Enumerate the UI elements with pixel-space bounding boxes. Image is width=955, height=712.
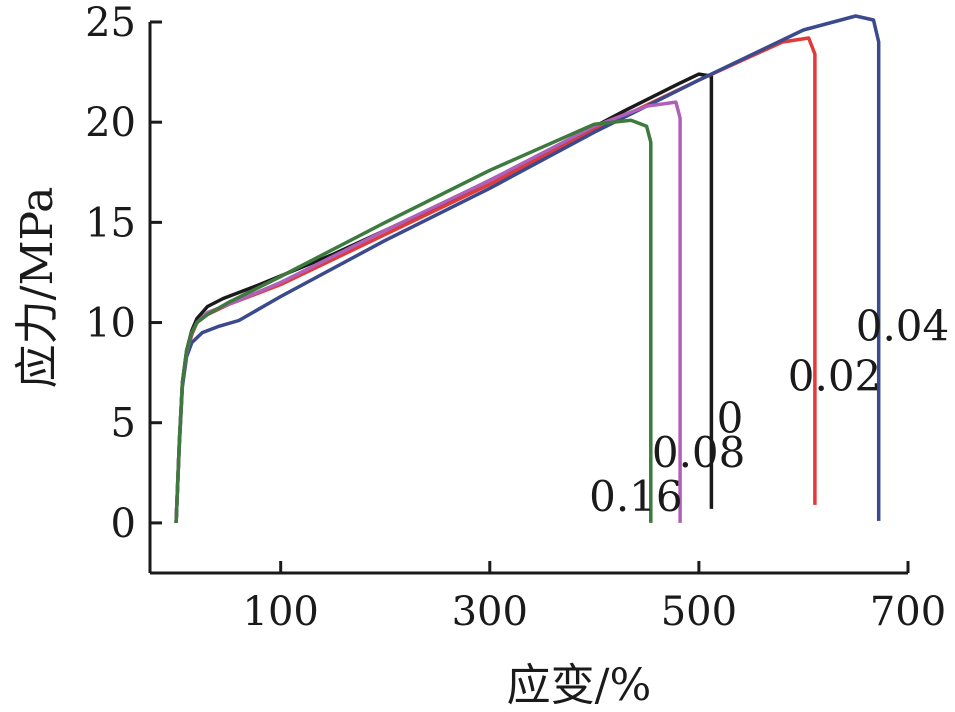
x-tick-label-300: 300 [452, 589, 528, 635]
series-labels-layer: 0 0.020.04 0.080.16 [589, 302, 949, 521]
series-label-0: 0 [717, 394, 744, 443]
series-label-0-16: 0.16 [589, 472, 683, 521]
x-tick-label-100: 100 [243, 589, 319, 635]
series-label-0-02: 0.02 [788, 352, 882, 401]
x-tick-label-700: 700 [870, 589, 946, 635]
axis-layer [148, 22, 908, 575]
y-axis-title: 应力/MPa [12, 187, 63, 389]
y-tick-label-10: 10 [85, 301, 136, 347]
y-tick-label-0: 0 [111, 501, 136, 547]
y-tick-label-25: 25 [85, 0, 136, 46]
x-tick-label-500: 500 [661, 589, 737, 635]
y-tick-label-20: 20 [85, 100, 136, 146]
series-line-0-16 [174, 118, 653, 523]
ticks-layer: 0 5 10 15 20 25 100 300 500 700 [85, 0, 946, 635]
x-axis-title: 应变/% [507, 660, 652, 711]
series-line-0-04 [174, 14, 881, 523]
y-tick-label-15: 15 [85, 200, 136, 246]
series-line-0 [174, 72, 714, 523]
y-tick-label-5: 5 [111, 401, 136, 447]
series-label-0-08: 0.08 [652, 428, 746, 477]
series-layer [174, 14, 881, 523]
series-label-0-04: 0.04 [856, 302, 950, 351]
